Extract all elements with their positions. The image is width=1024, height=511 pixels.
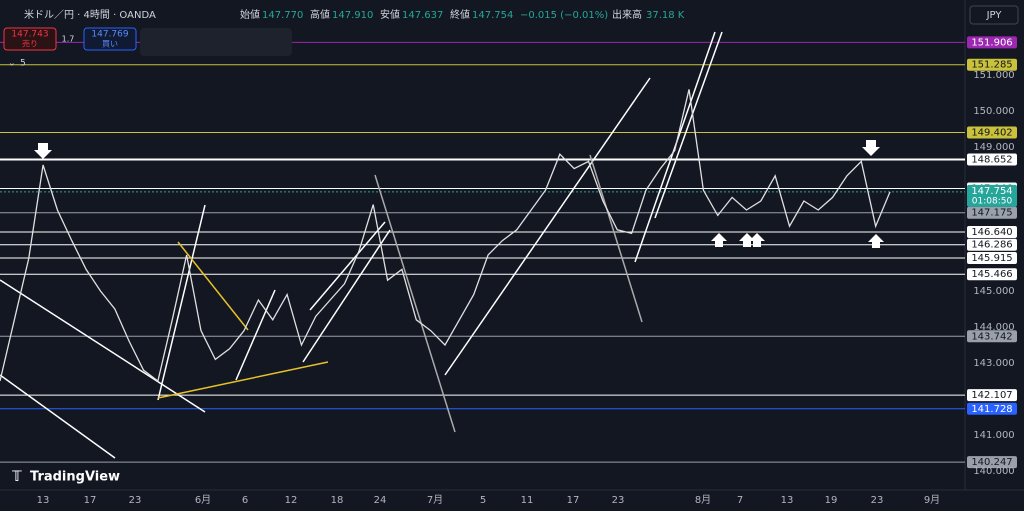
level-label: 148.652 bbox=[971, 155, 1012, 166]
y-tick-label: 149.000 bbox=[973, 142, 1014, 153]
level-label: 142.107 bbox=[971, 390, 1012, 401]
y-tick-label: 151.000 bbox=[973, 70, 1014, 81]
level-label: 146.640 bbox=[971, 227, 1012, 238]
ohlc-label: 始値 bbox=[240, 8, 260, 21]
price-line bbox=[0, 89, 891, 383]
level-label: 151.906 bbox=[971, 37, 1012, 48]
currency[interactable]: JPY bbox=[986, 10, 1003, 21]
countdown: 01:08:50 bbox=[972, 196, 1013, 206]
current-price: 147.754 bbox=[971, 186, 1012, 197]
level-tag bbox=[967, 238, 1017, 251]
indicator-count[interactable]: 5 bbox=[20, 59, 26, 69]
level-label: 146.286 bbox=[971, 240, 1012, 251]
level-tag bbox=[967, 402, 1017, 415]
level-label: 147.175 bbox=[971, 208, 1012, 219]
level-label: 141.728 bbox=[971, 404, 1012, 415]
buy-price[interactable]: 147.769 bbox=[91, 30, 128, 40]
x-tick-label: 17 bbox=[84, 495, 97, 506]
sell-label[interactable]: 売り bbox=[22, 39, 38, 49]
y-tick-label: 141.000 bbox=[973, 430, 1014, 441]
x-tick-label: 7 bbox=[737, 495, 743, 506]
x-tick-label: 23 bbox=[129, 495, 142, 506]
spread: 1.7 bbox=[62, 35, 75, 44]
symbol: 米ドル／円 · 4時間 · OANDA bbox=[24, 8, 156, 21]
y-tick-label: 145.000 bbox=[973, 286, 1014, 297]
ohlc-label: 安値 bbox=[380, 8, 400, 21]
trendlines bbox=[0, 31, 723, 459]
volume-label: 出来高 bbox=[612, 8, 642, 21]
level-label: 151.285 bbox=[971, 60, 1012, 71]
change: −0.015 (−0.01%) bbox=[520, 10, 608, 21]
drawing-toolbar[interactable] bbox=[140, 28, 292, 56]
level-tag bbox=[967, 153, 1017, 166]
collapse-icon[interactable]: ⌄ bbox=[8, 59, 16, 69]
level-label: 145.466 bbox=[971, 269, 1012, 280]
x-tick-label: 18 bbox=[331, 495, 344, 506]
sell-price[interactable]: 147.743 bbox=[11, 30, 48, 40]
ohlc-label: 高値 bbox=[310, 8, 330, 21]
x-tick-label: 7月 bbox=[427, 494, 443, 506]
level-tag bbox=[967, 456, 1017, 469]
ohlc-value: 147.637 bbox=[402, 10, 443, 21]
x-tick-label: 23 bbox=[871, 495, 884, 506]
x-tick-label: 5 bbox=[480, 495, 486, 506]
level-tag bbox=[967, 225, 1017, 238]
level-tag bbox=[967, 330, 1017, 343]
current-tag bbox=[967, 184, 1017, 207]
x-tick-label: 23 bbox=[612, 495, 625, 506]
brand: TradingView bbox=[30, 470, 120, 485]
x-tick-label: 6 bbox=[242, 495, 248, 506]
ohlc-value: 147.770 bbox=[262, 10, 303, 21]
y-tick-label: 140.000 bbox=[973, 466, 1014, 477]
x-tick-label: 13 bbox=[37, 495, 50, 506]
x-tick-label: 11 bbox=[521, 495, 534, 506]
x-tick-label: 6月 bbox=[195, 494, 211, 506]
level-tag bbox=[967, 206, 1017, 219]
arrows bbox=[34, 140, 884, 248]
level-tag bbox=[967, 268, 1017, 281]
level-label: 140.247 bbox=[971, 457, 1012, 468]
level-label: 145.915 bbox=[971, 253, 1012, 264]
x-tick-label: 19 bbox=[825, 495, 838, 506]
volume: 37.18 K bbox=[646, 10, 685, 21]
ohlc-value: 147.910 bbox=[332, 10, 373, 21]
x-tick-label: 17 bbox=[567, 495, 580, 506]
ohlc-label: 終値 bbox=[450, 8, 470, 21]
level-tag bbox=[967, 126, 1017, 139]
level-label: 143.742 bbox=[971, 331, 1012, 342]
x-tick-label: 8月 bbox=[695, 494, 711, 506]
ohlc-value: 147.754 bbox=[472, 10, 513, 21]
buy-label[interactable]: 買い bbox=[102, 40, 118, 49]
y-tick-label: 150.000 bbox=[973, 106, 1014, 117]
x-tick-label: 9月 bbox=[924, 494, 940, 506]
level-tag bbox=[967, 389, 1017, 402]
x-tick-label: 24 bbox=[374, 495, 387, 506]
x-tick-label: 13 bbox=[781, 495, 794, 506]
level-tag bbox=[967, 36, 1017, 49]
level-tag bbox=[967, 252, 1017, 265]
level-label: 149.402 bbox=[971, 128, 1012, 139]
y-tick-label: 144.000 bbox=[973, 322, 1014, 333]
brand-logo: 𝕋 bbox=[12, 469, 22, 485]
level-tag bbox=[967, 58, 1017, 71]
y-tick-label: 143.000 bbox=[973, 358, 1014, 369]
x-tick-label: 12 bbox=[285, 495, 298, 506]
toolbar: 147.743 売り 1.7 147.769 買い ⌄ 5 JPY 𝕋 Trad… bbox=[3, 5, 1019, 485]
